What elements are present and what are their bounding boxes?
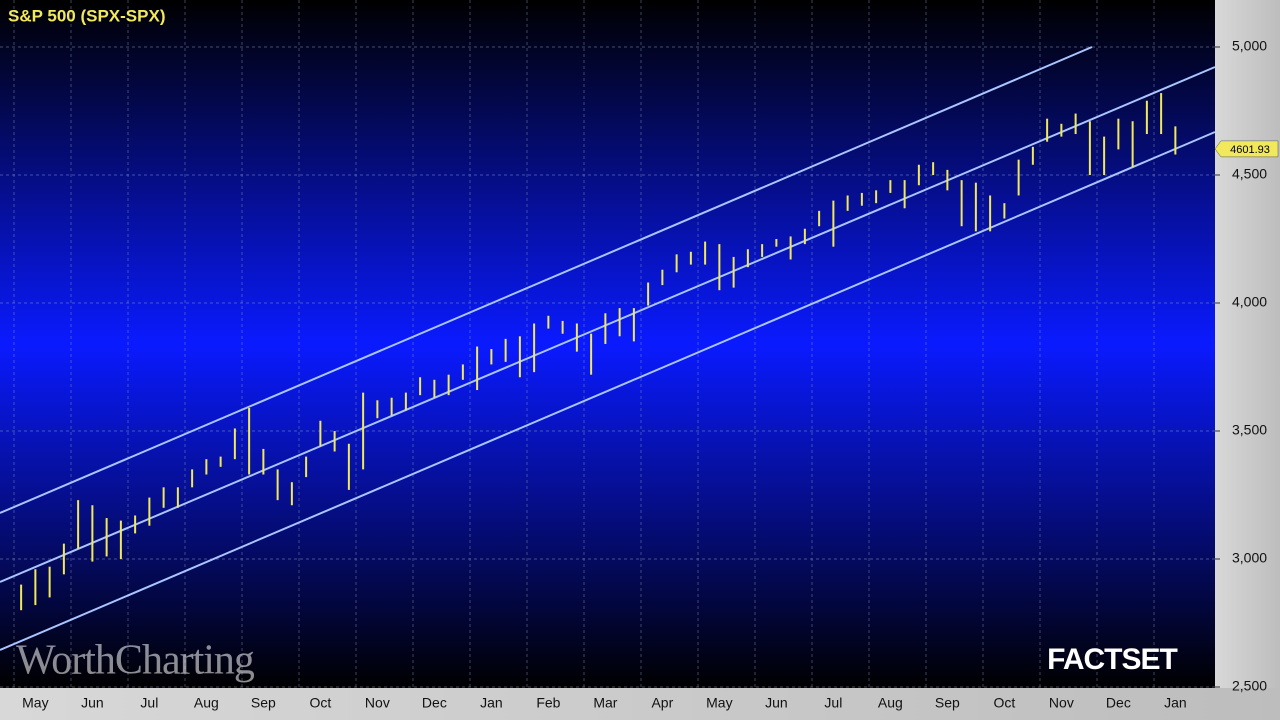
channel-lower [0,131,1216,651]
channel-middle [0,66,1216,583]
x-tick-label: Nov [365,695,390,711]
x-tick-label: May [22,695,48,711]
plot-background [0,0,1215,688]
x-tick-label: Apr [651,695,673,711]
x-tick-label: Oct [309,695,331,711]
x-tick-label: Oct [993,695,1015,711]
y-tick-label: 4,000 [1232,294,1267,310]
x-tick-label: Jul [140,695,158,711]
x-tick-label: Sep [251,695,276,711]
x-tick-label: Sep [935,695,960,711]
x-tick-label: Feb [536,695,560,711]
x-tick-label: Jul [824,695,842,711]
y-axis-panel [1215,0,1280,720]
x-tick-label: Aug [194,695,219,711]
watermark: WorthCharting [16,638,255,684]
x-tick-label: Jun [765,695,788,711]
x-axis-panel [0,688,1280,720]
y-tick-label: 5,000 [1232,38,1267,54]
chart-title: S&P 500 (SPX-SPX) [8,6,165,25]
y-tick-label: 2,500 [1232,678,1267,694]
x-tick-label: May [706,695,732,711]
last-price-label: 4601.93 [1230,144,1270,156]
y-tick-label: 4,500 [1232,166,1267,182]
x-tick-label: Jan [1164,695,1187,711]
y-tick-label: 3,000 [1232,550,1267,566]
y-tick-label: 3,500 [1232,422,1267,438]
x-tick-label: Jun [81,695,104,711]
last-price-marker [1214,140,1279,158]
x-tick-label: Mar [593,695,617,711]
logo: FACTSET [1047,643,1177,676]
x-tick-label: Dec [422,695,447,711]
channel-upper [0,46,1093,514]
x-tick-label: Dec [1106,695,1131,711]
x-tick-label: Jan [480,695,503,711]
x-tick-label: Nov [1049,695,1074,711]
x-tick-label: Aug [878,695,903,711]
trend-channel [0,46,1216,651]
